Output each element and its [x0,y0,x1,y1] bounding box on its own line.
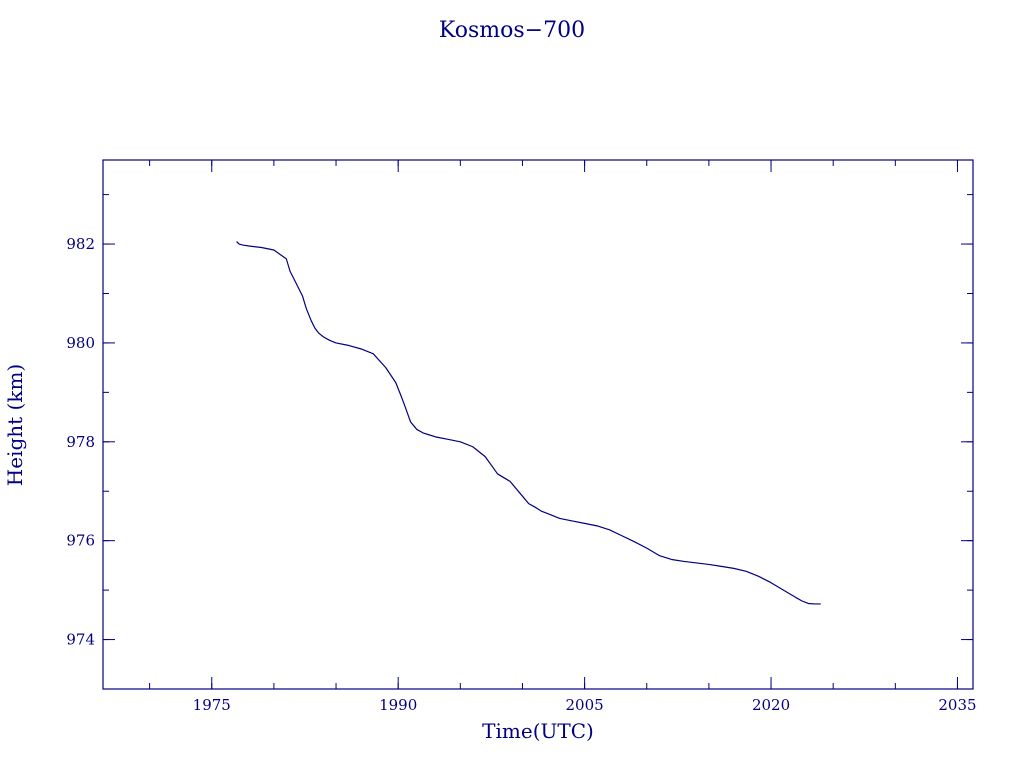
x-tick-label: 2035 [938,696,976,714]
series-line-height [236,241,821,605]
x-tick-label: 1975 [193,696,231,714]
y-tick-label: 978 [66,433,95,451]
axis-ticks [103,160,973,690]
y-tick-label: 974 [66,631,95,649]
x-tick-label: 2005 [566,696,604,714]
y-tick-label: 976 [66,532,95,550]
x-axis-label: Time(UTC) [482,719,594,743]
x-tick-label: 1990 [379,696,417,714]
tick-labels: 1975 1990 2005 2020 2035 974 976 978 980 982 [66,235,976,714]
x-tick-label: 2020 [752,696,790,714]
plot-frame [102,159,974,690]
chart-title: Kosmos−700 [439,18,585,43]
y-axis-label: Height (km) [3,364,27,486]
y-tick-label: 980 [66,334,95,352]
y-tick-label: 982 [66,235,95,253]
